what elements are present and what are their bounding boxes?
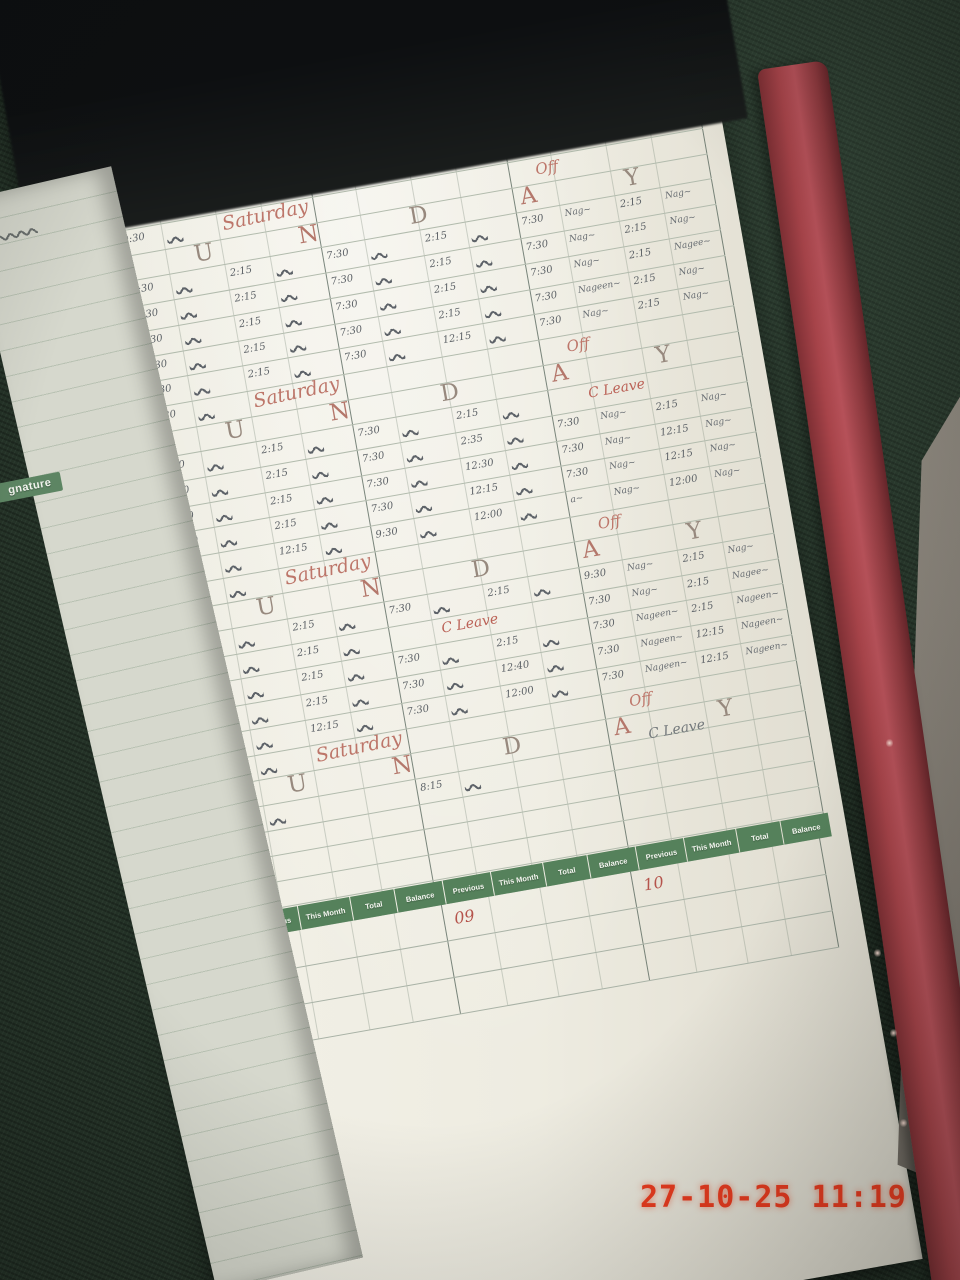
leave-cell <box>407 977 461 1022</box>
spine-glint <box>886 738 893 748</box>
sunday-letter: N <box>327 397 352 427</box>
sunday-letter: N <box>358 574 384 604</box>
leave-cell <box>785 911 840 956</box>
leave-cell <box>691 927 749 972</box>
spine-glint <box>874 948 881 958</box>
leave-cell <box>553 952 603 996</box>
leave-cell <box>312 993 371 1039</box>
camera-timestamp: 27-10-25 11:19 <box>640 1180 907 1215</box>
spine-glint <box>890 1028 897 1038</box>
sunday-letter: N <box>296 220 321 250</box>
leave-cell <box>596 944 651 989</box>
leave-cell <box>501 960 560 1006</box>
leave-cell <box>643 936 698 981</box>
spine-glint <box>900 1118 907 1128</box>
leave-cell <box>364 986 414 1030</box>
handwriting-scribble: mmmnn <box>0 201 88 243</box>
sunday-letter: N <box>389 751 415 781</box>
leave-cell <box>454 969 509 1014</box>
leave-cell <box>742 919 792 963</box>
